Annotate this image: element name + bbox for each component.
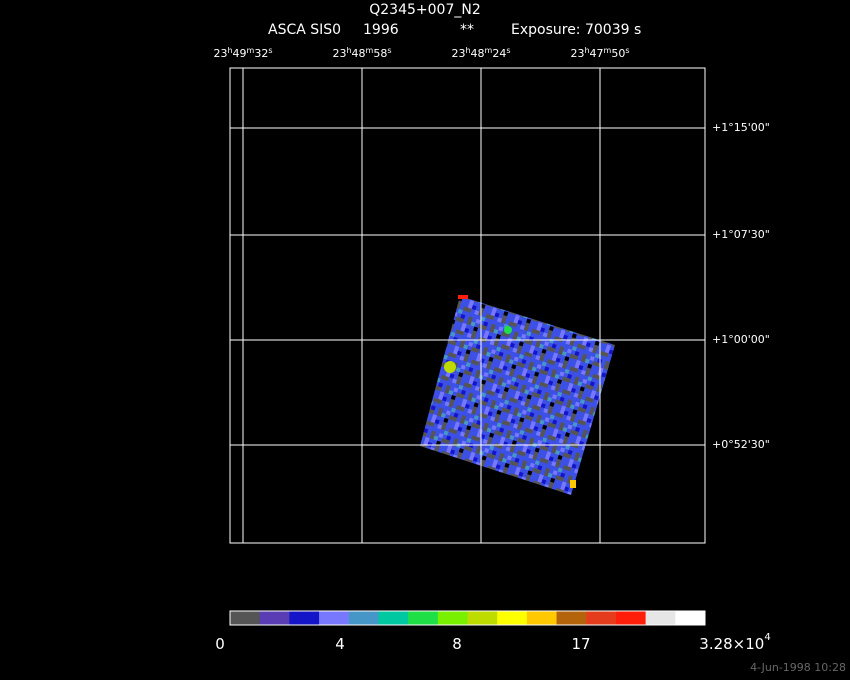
ra-label-part: 48 [471,47,485,60]
colorbar-segment [259,611,290,625]
colorbar-segment [289,611,320,625]
ra-label-part: 49 [233,47,247,60]
colorbar-label-part: 0 [215,635,225,653]
ra-label-part: m [366,46,374,55]
exposure: Exposure: 70039 s [511,22,641,38]
ra-label-part: m [485,46,493,55]
ra-label-part: h [346,46,351,55]
flag: ** [460,22,474,38]
colorbar-label-part: 3.28×10 [699,635,764,653]
colorbar-label-part: 4 [764,632,770,643]
ra-label: 23h48m58s [332,46,391,61]
colorbar-label: 17 [571,635,590,653]
colorbar-label: 3.28×104 [699,632,770,653]
colorbar-segment [437,611,468,625]
ra-label-part: s [387,46,391,55]
ra-label-part: 48 [352,47,366,60]
ra-label-part: 23 [570,47,584,60]
colorbar: 0 4 8 17 3.28×104 [215,610,771,653]
ra-label: 23h49m32s [213,46,272,61]
dec-label: +1°00'00" [712,333,770,346]
colorbar-label: 8 [452,635,462,653]
colorbar-segment [378,611,409,625]
colorbar-segment [408,611,439,625]
colorbar-segment [645,611,676,625]
image-data [420,296,615,495]
edge-pixel [458,295,468,299]
ra-label-part: 24 [492,47,506,60]
edge-pixel [570,480,576,488]
timestamp: 4-Jun-1998 10:28 [750,661,846,674]
ra-label: 23h47m50s [570,46,629,61]
colorbar-label: 0 [215,635,225,653]
colorbar-frame [229,610,706,626]
ra-label-part: 23 [213,47,227,60]
ra-label-part: s [625,46,629,55]
ra-label-part: s [268,46,272,55]
colorbar-label: 4 [335,635,345,653]
ra-label-part: 50 [611,47,625,60]
ra-label-part: 23 [332,47,346,60]
colorbar-segment [615,611,647,625]
ra-label-part: m [604,46,612,55]
colorbar-segment [497,611,528,625]
ra-label-part: 32 [254,47,268,60]
ra-label-part: h [584,46,589,55]
coordinate-grid [229,67,706,544]
dec-label: +1°07'30" [712,228,770,241]
title: Q2345+007_N2 [369,2,480,18]
bright-spot [504,326,512,334]
ra-label-part: h [465,46,470,55]
colorbar-segment [675,611,706,625]
sky-image [420,295,615,495]
colorbar-segment [556,611,587,625]
instrument: ASCA SIS0 [268,22,341,38]
year: 1996 [363,22,399,38]
colorbar-label-part: 8 [452,635,462,653]
colorbar-segment [348,611,379,625]
colorbar-segment [586,611,617,625]
ra-label-part: m [247,46,255,55]
colorbar-label-part: 4 [335,635,345,653]
ra-label-part: s [506,46,510,55]
colorbar-segment [526,611,558,625]
ra-label-part: 23 [451,47,465,60]
ra-label-part: h [227,46,232,55]
colorbar-segment [230,611,261,625]
ra-label-part: 58 [373,47,387,60]
colorbar-segment [319,611,350,625]
frame [229,67,706,544]
colorbar-segment [467,611,498,625]
bright-spot [444,361,456,373]
dec-label: +0°52'30" [712,438,770,451]
ra-label: 23h48m24s [451,46,510,61]
ra-label-part: 47 [590,47,604,60]
colorbar-label-part: 17 [571,635,590,653]
dec-label: +1°15'00" [712,121,770,134]
